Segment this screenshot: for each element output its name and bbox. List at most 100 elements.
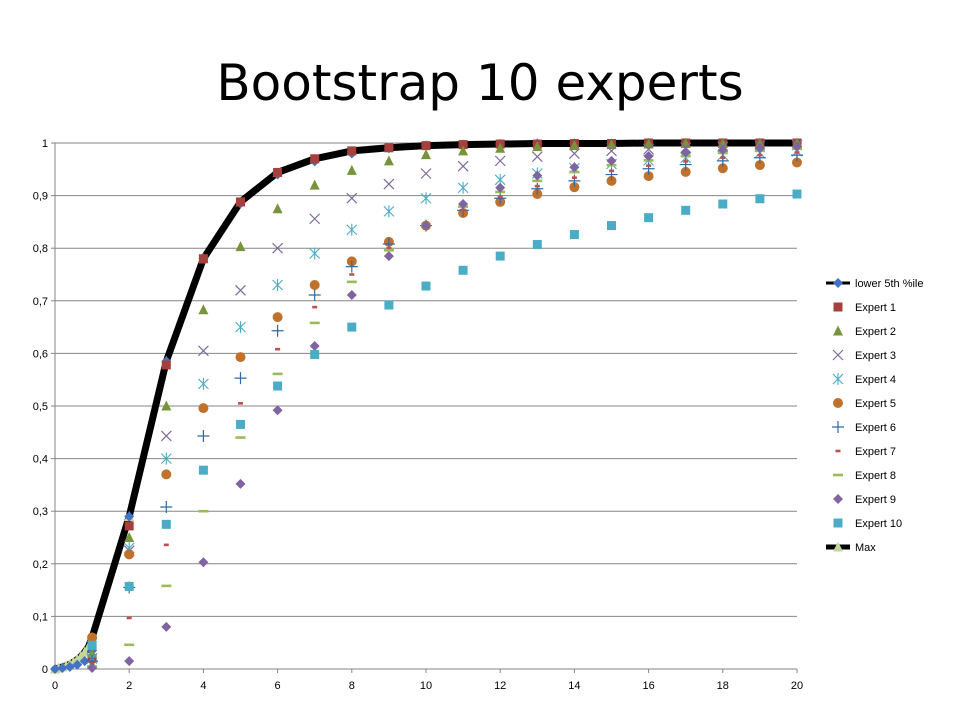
x-tick-label: 20 <box>791 680 803 692</box>
data-point-expert-2 <box>235 241 246 252</box>
data-point-lower-5th-ile <box>79 656 90 667</box>
data-point-expert-3 <box>235 284 246 296</box>
data-point-expert-7 <box>349 273 355 276</box>
data-point-expert-9 <box>272 405 283 416</box>
data-point-expert-10 <box>347 322 357 332</box>
x-tick-label: 6 <box>275 680 281 692</box>
data-point-expert-5 <box>309 280 320 291</box>
data-point-lower-5th-ile <box>72 659 83 670</box>
legend-item-expert-6: Expert 6 <box>832 421 896 434</box>
data-point-expert-3 <box>160 430 172 442</box>
x-tick-label: 4 <box>200 680 206 692</box>
data-point-expert-5 <box>198 403 209 414</box>
legend-label: Max <box>855 542 876 554</box>
legend-marker-swatch <box>833 518 843 528</box>
data-point-expert-3 <box>197 345 209 357</box>
data-point-expert-7 <box>126 616 132 620</box>
data-point-expert-7 <box>794 151 800 154</box>
data-point-expert-2 <box>606 139 617 150</box>
data-point-expert-1 <box>347 146 357 156</box>
legend-marker-swatch <box>832 421 844 433</box>
legend-label: Expert 4 <box>855 374 896 386</box>
data-point-expert-10 <box>755 194 765 204</box>
data-point-expert-2 <box>161 400 172 411</box>
data-point-expert-1 <box>458 140 468 150</box>
data-point-expert-3 <box>494 155 506 167</box>
data-point-expert-9 <box>717 144 728 155</box>
legend-label: lower 5th %ile <box>855 278 923 290</box>
data-point-expert-3 <box>272 242 284 254</box>
data-point-expert-9 <box>569 162 580 173</box>
data-point-expert-7 <box>312 305 318 309</box>
data-point-expert-7 <box>275 347 281 351</box>
data-point-expert-9 <box>383 251 394 262</box>
legend-label: Expert 1 <box>855 302 896 314</box>
data-point-expert-6 <box>308 289 321 302</box>
data-point-expert-9 <box>643 151 654 162</box>
data-point-expert-7 <box>238 402 243 405</box>
data-point-expert-9 <box>235 478 246 489</box>
data-point-expert-8 <box>532 179 543 183</box>
data-point-expert-6 <box>160 500 173 513</box>
data-point-expert-8 <box>309 321 320 325</box>
data-point-expert-1 <box>198 254 208 264</box>
legend-item-expert-10: Expert 10 <box>833 518 902 530</box>
data-point-expert-5 <box>643 171 654 182</box>
data-point-expert-10 <box>87 640 97 650</box>
y-tick-label: 0,4 <box>33 454 48 466</box>
data-point-expert-7 <box>720 156 726 160</box>
y-tick-label: 0 <box>42 664 48 676</box>
legend-item-expert-4: Expert 4 <box>832 373 896 386</box>
legend-marker-swatch <box>833 278 843 288</box>
data-point-expert-9 <box>792 141 802 152</box>
data-point-expert-10 <box>792 189 802 199</box>
chart-title: Bootstrap 10 experts <box>216 54 744 112</box>
data-point-expert-1 <box>310 154 320 164</box>
legend-item-expert-7: Expert 7 <box>835 446 896 458</box>
data-point-expert-9 <box>198 557 209 568</box>
legend-item-expert-5: Expert 5 <box>833 398 896 410</box>
data-point-expert-7 <box>683 160 689 163</box>
data-point-expert-10 <box>161 519 171 529</box>
axes: 00,10,20,30,40,50,60,70,80,910 2 4 6 8 10 12 14… <box>33 138 803 692</box>
data-point-expert-10 <box>718 199 728 209</box>
legend-marker-swatch <box>832 349 844 361</box>
data-point-expert-3 <box>643 143 655 155</box>
x-tick-label: 18 <box>717 680 729 692</box>
data-point-expert-7 <box>534 184 540 188</box>
data-point-expert-3 <box>606 145 617 157</box>
data-point-expert-4 <box>160 452 172 465</box>
legend-label: Expert 5 <box>855 398 896 410</box>
data-point-expert-10 <box>384 300 394 310</box>
data-point-expert-7 <box>609 169 614 173</box>
y-tick-label: 0,3 <box>33 506 48 518</box>
legend-item-expert-1: Expert 1 <box>833 302 896 314</box>
data-point-expert-10 <box>495 251 505 261</box>
data-point-expert-4 <box>309 247 321 260</box>
legend-marker-swatch <box>833 302 843 312</box>
data-point-expert-10 <box>310 349 320 359</box>
legend-label: Expert 3 <box>855 350 896 362</box>
data-point-expert-9 <box>532 170 543 181</box>
data-point-expert-9 <box>606 155 617 166</box>
data-point-lower-5th-ile <box>124 511 135 522</box>
legend: lower 5th %ile Expert 1 Expert 2 Expert 3 Ex… <box>826 278 923 554</box>
legend-item-expert-3: Expert 3 <box>832 349 896 362</box>
legend-item-expert-8: Expert 8 <box>833 470 896 482</box>
data-point-expert-2 <box>495 142 506 153</box>
data-point-lower-5th-ile <box>57 662 68 673</box>
data-point-lower-5th-ile <box>50 664 60 674</box>
y-tick-label: 0,1 <box>33 611 48 623</box>
data-point-expert-9 <box>87 662 98 673</box>
data-point-expert-1 <box>161 360 171 370</box>
data-point-expert-2 <box>754 138 765 149</box>
data-point-expert-5 <box>161 469 172 480</box>
data-point-expert-9 <box>161 621 172 632</box>
legend-item-max: Max <box>826 541 876 554</box>
y-tick-label: 0,2 <box>33 559 48 571</box>
data-point-expert-6 <box>197 429 210 442</box>
x-tick-label: 16 <box>642 680 654 692</box>
data-point-expert-5 <box>792 157 802 168</box>
data-point-expert-8 <box>124 643 135 647</box>
